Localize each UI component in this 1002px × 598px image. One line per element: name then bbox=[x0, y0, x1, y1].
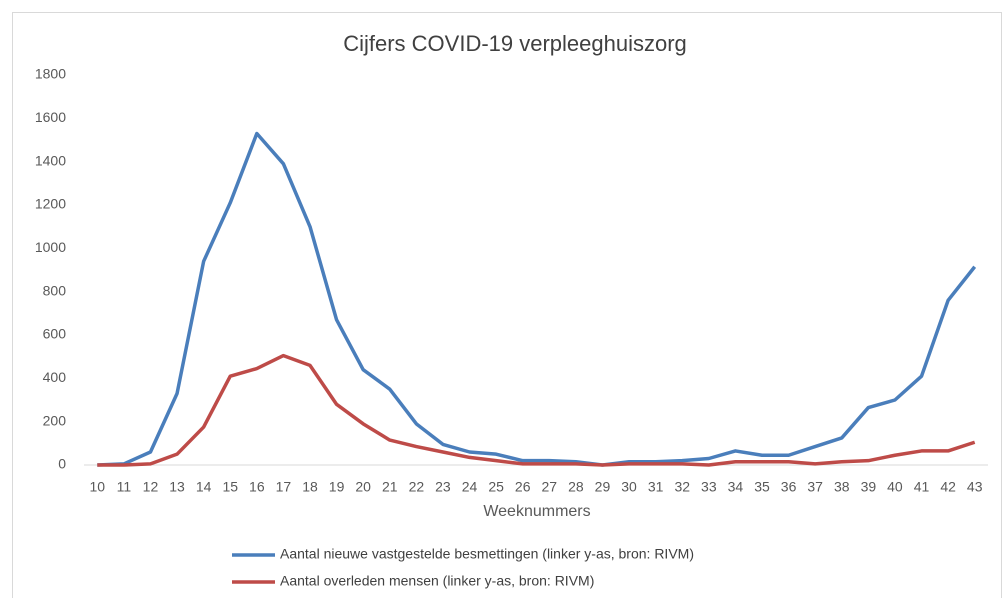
y-tick-label: 0 bbox=[58, 456, 66, 472]
y-tick-label: 1600 bbox=[35, 109, 66, 125]
y-tick-label: 1000 bbox=[35, 239, 66, 255]
x-tick-label: 16 bbox=[249, 479, 265, 495]
y-tick-label: 1200 bbox=[35, 196, 66, 212]
x-tick-label: 29 bbox=[595, 479, 611, 495]
y-tick-label: 800 bbox=[43, 282, 67, 298]
y-tick-label: 200 bbox=[43, 412, 67, 428]
legend-label: Aantal overleden mensen (linker y-as, br… bbox=[280, 573, 594, 589]
x-tick-label: 36 bbox=[781, 479, 797, 495]
y-tick-label: 1800 bbox=[35, 66, 66, 82]
x-tick-label: 34 bbox=[728, 479, 744, 495]
x-tick-label: 18 bbox=[302, 479, 318, 495]
x-tick-label: 30 bbox=[621, 479, 637, 495]
x-tick-label: 43 bbox=[967, 479, 983, 495]
x-tick-label: 14 bbox=[196, 479, 212, 495]
x-tick-label: 25 bbox=[488, 479, 504, 495]
x-tick-label: 17 bbox=[276, 479, 292, 495]
series-line bbox=[97, 353, 976, 467]
x-tick-label: 42 bbox=[940, 479, 956, 495]
x-tick-label: 13 bbox=[169, 479, 185, 495]
y-tick-label: 1400 bbox=[35, 152, 66, 168]
x-tick-label: 38 bbox=[834, 479, 850, 495]
x-tick-label: 23 bbox=[435, 479, 451, 495]
x-tick-label: 31 bbox=[648, 479, 664, 495]
x-tick-label: 39 bbox=[861, 479, 877, 495]
chart-border bbox=[12, 12, 1002, 598]
x-tick-label: 11 bbox=[117, 479, 132, 495]
x-tick-label: 40 bbox=[887, 479, 903, 495]
x-tick-label: 32 bbox=[674, 479, 690, 495]
x-tick-label: 12 bbox=[143, 479, 159, 495]
chart-title: Cijfers COVID-19 verpleeghuiszorg bbox=[343, 31, 687, 56]
x-tick-label: 37 bbox=[807, 479, 823, 495]
x-tick-label: 33 bbox=[701, 479, 717, 495]
series-line bbox=[97, 131, 977, 467]
x-tick-label: 15 bbox=[222, 479, 238, 495]
y-tick-label: 600 bbox=[43, 326, 67, 342]
x-tick-label: 26 bbox=[515, 479, 531, 495]
x-tick-label: 27 bbox=[542, 479, 558, 495]
x-tick-label: 41 bbox=[914, 479, 930, 495]
x-tick-label: 20 bbox=[355, 479, 371, 495]
x-tick-label: 24 bbox=[462, 479, 478, 495]
x-tick-label: 28 bbox=[568, 479, 584, 495]
legend-label: Aantal nieuwe vastgestelde besmettingen … bbox=[280, 546, 694, 562]
x-tick-label: 35 bbox=[754, 479, 770, 495]
x-tick-label: 19 bbox=[329, 479, 345, 495]
x-tick-label: 21 bbox=[382, 479, 398, 495]
x-tick-label: 22 bbox=[409, 479, 425, 495]
y-tick-label: 400 bbox=[43, 369, 67, 385]
x-tick-label: 10 bbox=[90, 479, 106, 495]
x-axis-title: Weeknummers bbox=[483, 503, 590, 520]
